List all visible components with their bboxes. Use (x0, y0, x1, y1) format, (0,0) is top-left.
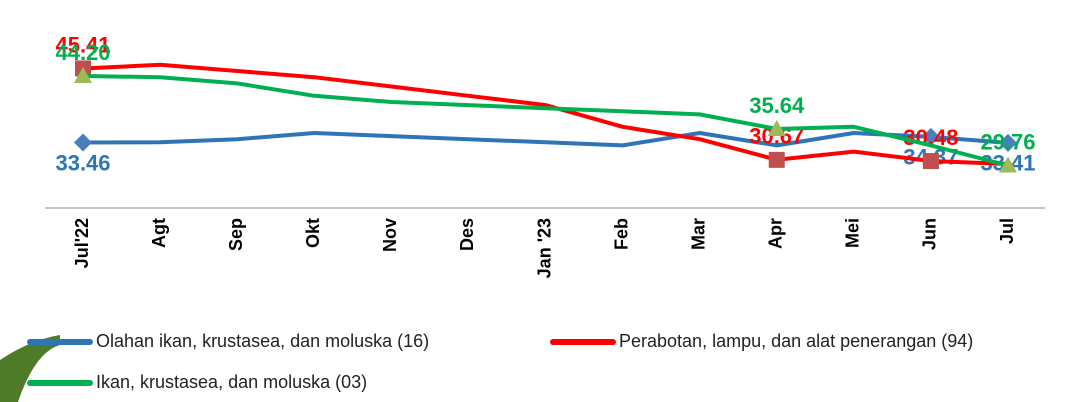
x-tick-label: Jul'22 (72, 218, 92, 268)
x-tick-label: Mar (688, 218, 708, 250)
x-tick-label: Jan '23 (534, 218, 554, 278)
legend-label: Olahan ikan, krustasea, dan moluska (16) (96, 331, 429, 351)
data-label: 33.46 (55, 150, 110, 175)
data-label: 44.20 (55, 40, 110, 65)
marker (767, 120, 786, 137)
marker (768, 151, 785, 168)
marker (922, 153, 939, 170)
marker (999, 156, 1017, 173)
x-tick-label: Mei (843, 218, 863, 248)
x-tick-label: Nov (380, 218, 400, 252)
x-tick-label: Des (457, 218, 477, 251)
data-label: 35.64 (749, 93, 805, 118)
x-tick-label: Agt (149, 218, 169, 248)
series-line (82, 131, 1009, 148)
marker (74, 66, 92, 83)
data-label: 29.76 (980, 129, 1035, 154)
x-tick-label: Jul (997, 218, 1017, 244)
marker (74, 133, 92, 152)
x-tick-label: Feb (611, 218, 631, 250)
x-tick-label: Okt (303, 218, 323, 248)
marker (999, 133, 1017, 152)
data-label: 45.41 (55, 32, 110, 57)
legend-label: Ikan, krustasea, dan moluska (03) (96, 372, 367, 392)
x-tick-label: Jun (920, 218, 940, 250)
decoration (0, 335, 60, 402)
series-line (82, 62, 1009, 166)
x-tick-label: Apr (766, 218, 786, 249)
marker (921, 127, 940, 146)
legend-label: Perabotan, lampu, dan alat penerangan (9… (619, 331, 973, 351)
x-tick-label: Sep (226, 218, 246, 251)
series-line (82, 74, 1009, 168)
